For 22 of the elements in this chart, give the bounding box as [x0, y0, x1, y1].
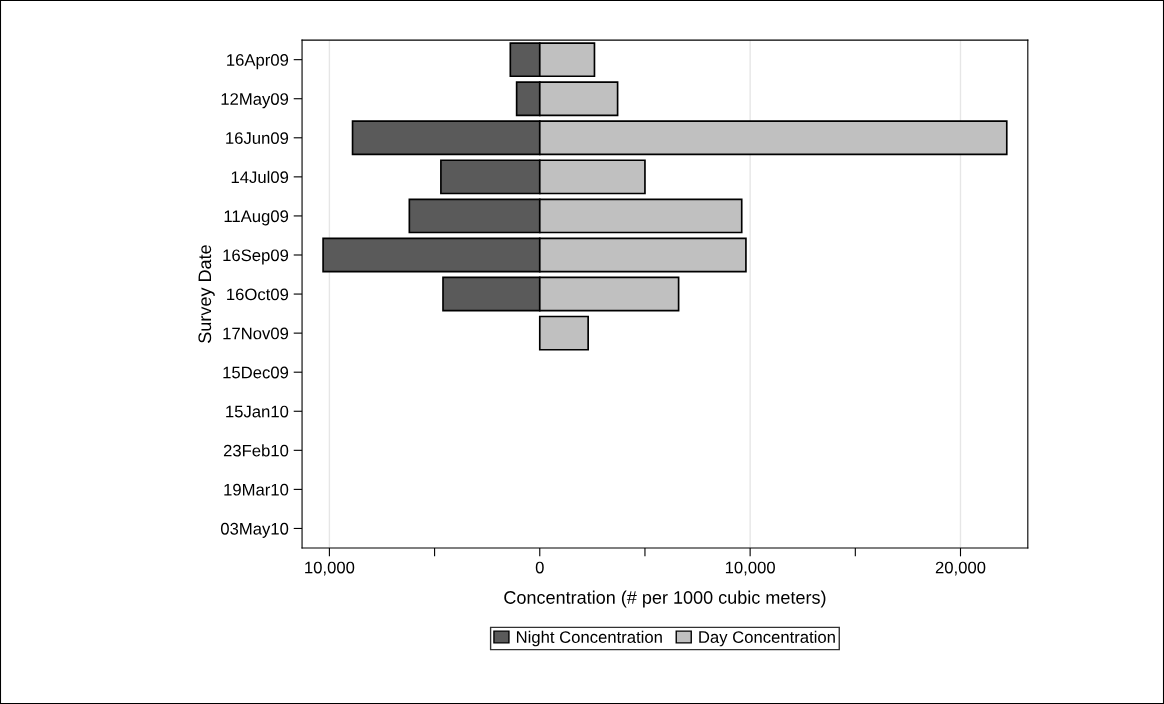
y-tick-label: 17Nov09	[223, 327, 289, 340]
y-tick-label: 15Dec09	[223, 366, 289, 379]
y-tick-label: 15Jan10	[226, 405, 289, 418]
x-tick-label: 10,000	[305, 561, 355, 576]
y-tick-label: 23Feb10	[223, 444, 289, 457]
x-tick-label: 10,000	[725, 561, 775, 576]
y-axis-title: Survey Date	[198, 245, 215, 343]
x-tick-label: 0	[535, 561, 544, 574]
y-tick-label: 16Jun09	[226, 132, 289, 144]
y-tick-label: 16Sep09	[223, 249, 289, 265]
y-tick-label: 16Apr09	[227, 54, 289, 70]
legend-label: Day Concentration	[699, 630, 835, 647]
bar	[538, 315, 589, 351]
y-tick-label: 16Oct09	[227, 288, 289, 301]
y-tick-label: 14Jul09	[231, 170, 289, 184]
y-tick-label: 12May09	[221, 93, 289, 109]
legend-label: Night Concentration	[516, 630, 662, 647]
y-tick-label: 03May10	[220, 522, 289, 538]
y-tick-label: 19Mar10	[224, 483, 289, 496]
x-tick-label: 20,000	[935, 561, 986, 576]
x-axis-title: Concentration (# per 1000 cubic meters)	[504, 590, 826, 608]
y-tick-label: 11Aug09	[224, 210, 289, 226]
